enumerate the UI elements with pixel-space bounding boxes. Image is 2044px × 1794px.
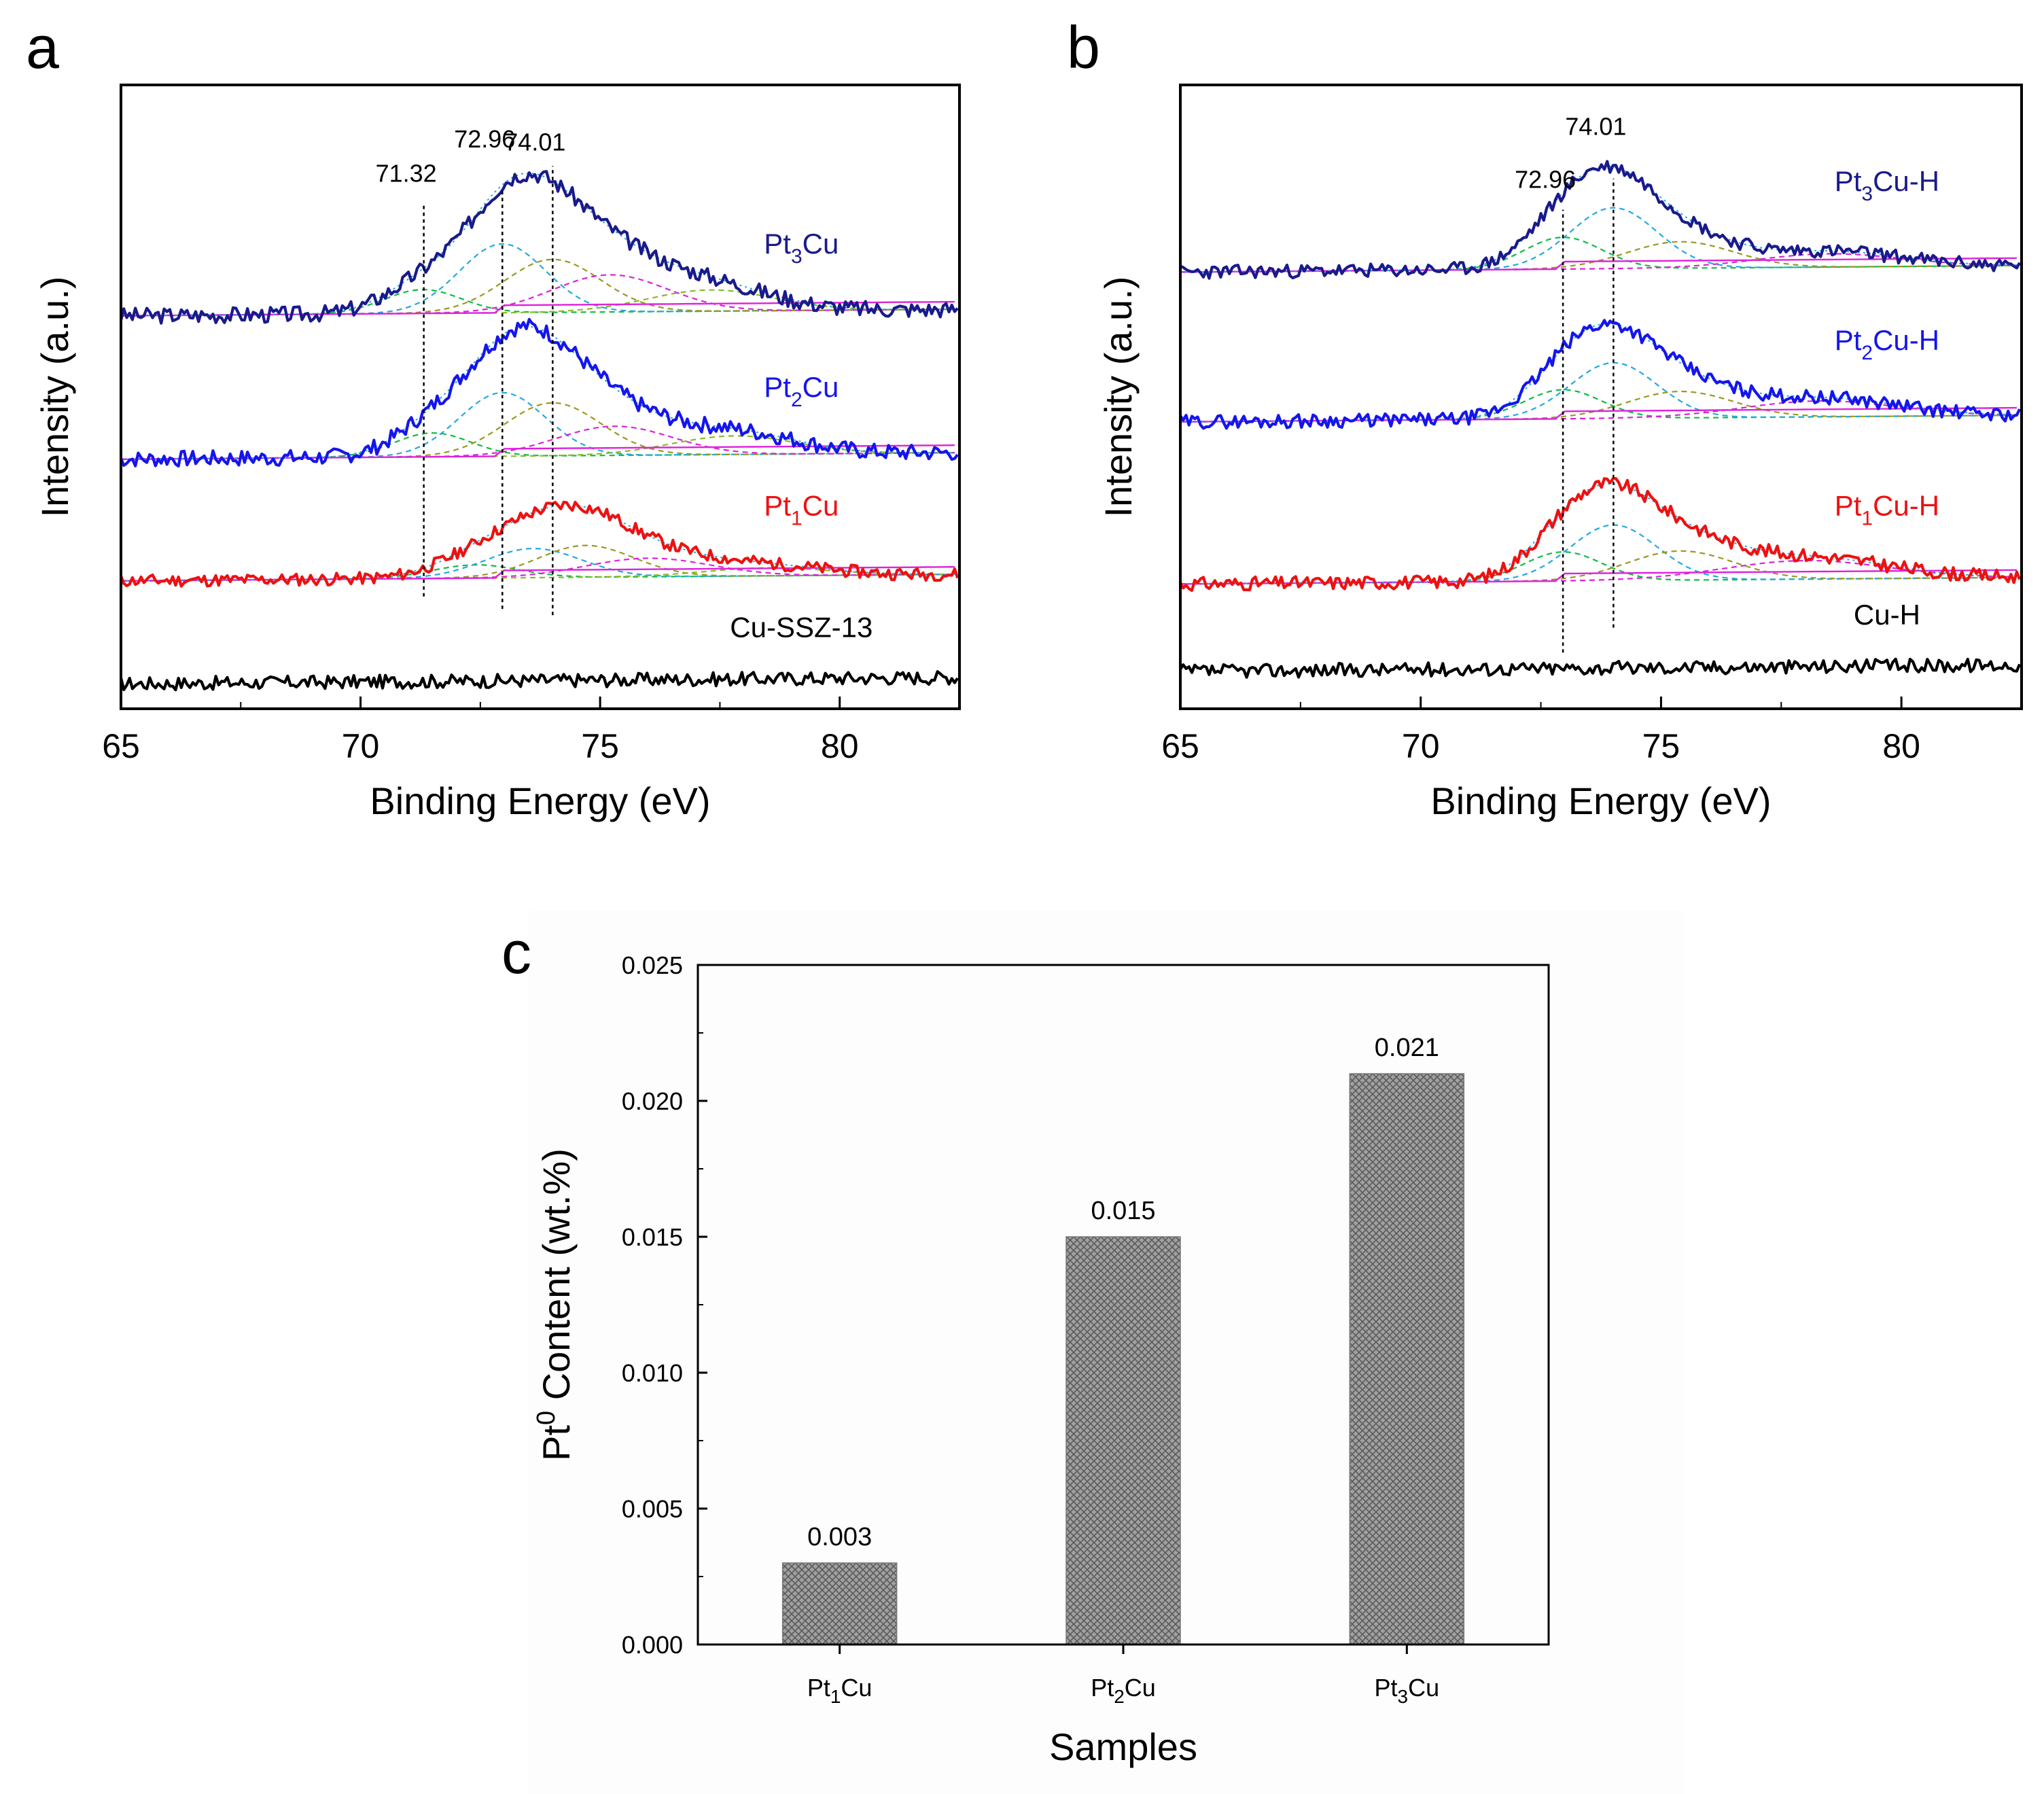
panel-a-series-label: Pt3Cu (764, 228, 839, 268)
panel-b-x-tick-label: 80 (1882, 727, 1920, 765)
panel-a-series-label: Cu-SSZ-13 (730, 611, 873, 643)
panel-c-label: c (501, 919, 531, 986)
panel-b-fit-component (1180, 362, 2017, 423)
panel-b-x-tick-label: 65 (1161, 727, 1199, 765)
panel-b-fit-background (1180, 569, 2017, 585)
panel-b-fit-component (1180, 253, 2017, 273)
panel-a-fit-envelope (120, 172, 955, 317)
panel-b-x-tick-label: 70 (1402, 727, 1440, 765)
panel-a-label: a (26, 14, 59, 81)
panel-a-x-tick-label: 75 (581, 727, 619, 765)
panel-b-fit-component (1180, 524, 2017, 585)
panel-a-x-ticks: 65 70 75 80 (102, 697, 859, 765)
panel-c-bar (781, 1562, 898, 1645)
panel-c-bar (1349, 1073, 1465, 1645)
panel-a-fit-component (120, 288, 955, 317)
panel-b-reference-label: 74.01 (1565, 112, 1626, 140)
panel-c-x-tick-label: Pt3Cu (1375, 1674, 1440, 1707)
panel-a-reference-label: 72.96 (454, 125, 515, 153)
panel-a-series-line (120, 317, 959, 468)
panel-c-y-tick-label: 0.000 (622, 1631, 683, 1659)
panel-a-series-labels: Pt3Cu Pt2Cu Pt1Cu Cu-SSZ-13 (730, 228, 873, 644)
panel-a-reference-label: 74.01 (504, 128, 565, 156)
panel-c-bars: 0.003 0.015 0.021 (781, 1034, 1465, 1645)
panel-a-x-tick-label: 80 (821, 727, 859, 765)
panel-a-series (119, 170, 959, 692)
panel-c-y-tick-label: 0.005 (622, 1495, 683, 1523)
panel-c-y-tick-label: 0.010 (622, 1359, 683, 1387)
panel-a-series-line (119, 170, 959, 325)
panel-b-fit-component (1180, 207, 2017, 273)
panel-c-bar-value-label: 0.003 (807, 1523, 872, 1551)
panel-b-reference-lines: 72.96 74.01 (1515, 112, 1626, 653)
panel-a-fit-component (120, 402, 955, 460)
panel-a-x-axis-title: Binding Energy (eV) (370, 779, 710, 822)
panel-b-series-line (1180, 160, 2022, 280)
panel-b-series-labels: Pt3Cu-H Pt2Cu-H Pt1Cu-H Cu-H (1835, 165, 1939, 631)
panel-b-reference-label: 72.96 (1515, 165, 1576, 193)
panel-c-y-tick-label: 0.015 (622, 1223, 683, 1251)
panel-b-label: b (1067, 14, 1100, 81)
panel-c-bar-value-label: 0.021 (1375, 1034, 1439, 1062)
panel-a-series-line (119, 670, 959, 692)
panel-a-fit-component (120, 289, 955, 317)
panel-c-y-tick-label: 0.025 (622, 951, 683, 979)
panel-b-y-axis-title: Intensity (a.u.) (1097, 277, 1140, 518)
panel-c-bar (1065, 1236, 1181, 1645)
panel-a-series-label: Pt1Cu (764, 489, 839, 529)
panel-a-x-tick-label: 70 (342, 727, 380, 765)
panel-c-y-tick-label: 0.020 (622, 1087, 683, 1115)
panel-c-x-tick-label: Pt2Cu (1091, 1674, 1156, 1707)
panel-b-series-label: Cu-H (1854, 599, 1920, 631)
panel-b-fit-background (1180, 257, 2017, 273)
panel-c-bar-value-label: 0.015 (1091, 1197, 1155, 1225)
panel-b-x-ticks: 65 70 75 80 (1161, 697, 1920, 765)
panel-b-series-label: Pt2Cu-H (1835, 324, 1939, 364)
panel-c-x-ticks: Pt1Cu Pt2Cu Pt3Cu (807, 1644, 1439, 1707)
panel-b-x-tick-label: 75 (1642, 727, 1680, 765)
panel-b-frame (1179, 84, 2023, 710)
panel-a-fit-component (120, 548, 955, 582)
panel-a-reference-label: 71.32 (376, 159, 437, 187)
panel-a-fit-component (120, 258, 955, 317)
panel-c-y-ticks: 0.000 0.005 0.010 0.015 0.020 0.025 (622, 951, 707, 1659)
panel-a-fit-component (120, 391, 955, 460)
panel-a-fit-component (120, 557, 955, 582)
panel-b: b 72.96 74.01 65 70 75 80 Binding Energy (eV… (1067, 14, 2023, 822)
panel-b-fit-envelope (1180, 323, 2017, 423)
panel-c-y-axis-title: Pt0 Content (wt.%) (532, 1148, 578, 1461)
panel-b-series-line (1179, 657, 2022, 679)
panel-b-series-line (1179, 319, 2022, 430)
panel-b-series (1179, 160, 2022, 679)
panel-b-fit-envelope (1180, 482, 2017, 585)
panel-a-fit-component (120, 544, 955, 582)
panel-a-series-line (120, 500, 959, 588)
panel-b-series-label: Pt1Cu-H (1835, 489, 1939, 529)
panel-b-series-line (1179, 476, 2022, 593)
panel-b-x-axis-title: Binding Energy (eV) (1430, 779, 1771, 822)
panel-b-fit-component (1180, 550, 2017, 585)
panel-a-frame (120, 84, 961, 710)
panel-c-x-tick-label: Pt1Cu (807, 1674, 873, 1707)
panel-a-fit-component (120, 567, 955, 582)
panel-a-x-tick-label: 65 (102, 727, 140, 765)
panel-c-x-axis-title: Samples (1049, 1725, 1197, 1768)
panel-b-fit-component (1180, 236, 2017, 273)
panel-b-series-label: Pt3Cu-H (1835, 165, 1939, 205)
panel-a-series-label: Pt2Cu (764, 371, 839, 411)
panel-a-fit-component (120, 432, 955, 460)
panel-a-y-axis-title: Intensity (a.u.) (33, 277, 76, 518)
